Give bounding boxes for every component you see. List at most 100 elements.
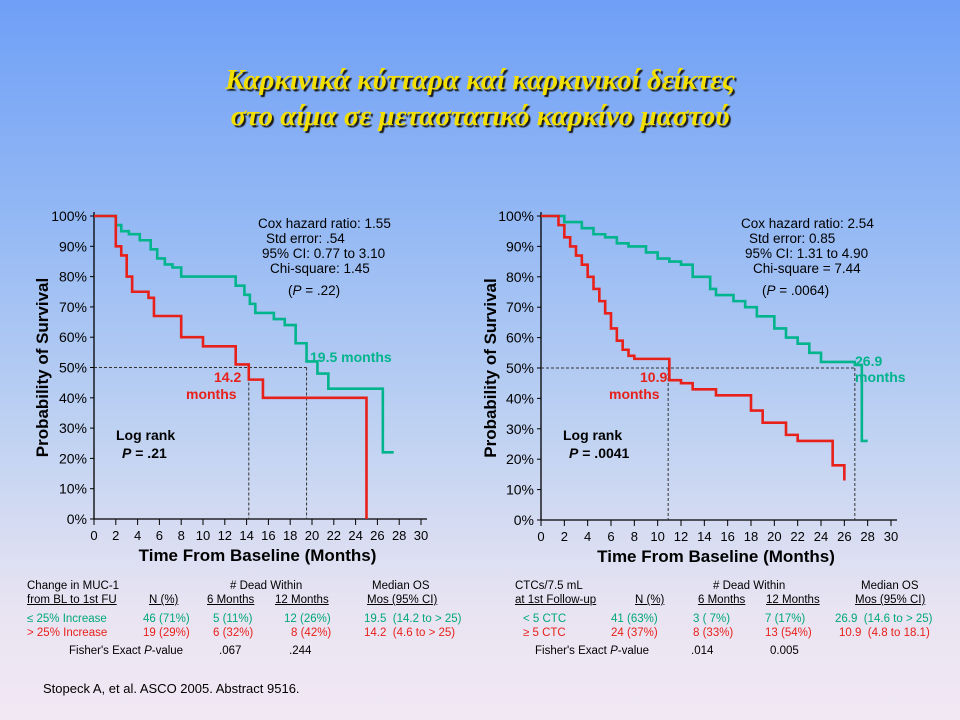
chart2-y-tick-label: 30%: [506, 421, 534, 437]
chart1-x-tick-label: 2: [112, 528, 119, 543]
table-left-row-2-12mo: 8 (42%): [291, 627, 332, 639]
chart1-logrank-p: P = .21: [122, 445, 167, 461]
chart2-red-median-annotation: months: [609, 386, 660, 402]
chart2-x-tick-label: 16: [720, 529, 734, 544]
table-left-row-2-os: 14.2 (4.6 to > 25): [364, 627, 456, 639]
chart2-y-tick-label: 0%: [514, 512, 534, 528]
chart2-stat-line: Std error: 0.85: [749, 231, 835, 246]
chart1-y-tick-label: 100%: [51, 208, 87, 224]
title-line-2: στο αίμα σε μεταστατικό καρκίνο μαστού: [230, 100, 730, 132]
chart2-x-tick-label: 10: [650, 529, 664, 544]
table-left-h5: 6 Months: [207, 594, 255, 606]
chart1-x-tick-label: 0: [90, 528, 97, 543]
chart2-y-tick-label: 20%: [506, 451, 534, 467]
chart1-red-median-annotation: 14.2: [214, 369, 241, 385]
chart1-x-tick-label: 4: [134, 528, 141, 543]
table-right-row-1-os: 26.9 (14.6 to > 25): [835, 613, 933, 625]
table-left-row-2-6mo: 6 (32%): [213, 627, 254, 639]
chart1-red-survival-curve: [94, 214, 368, 519]
table-right-h6: 12 Months: [766, 594, 820, 606]
chart2-x-tick-label: 4: [584, 529, 591, 544]
table-left-h7: Median OS: [372, 580, 430, 592]
chart1-y-tick-label: 20%: [59, 450, 87, 466]
chart2-stat-line: Cox hazard ratio: 2.54: [741, 216, 874, 231]
chart2-y-axis-label: Probability of Survival: [481, 278, 500, 458]
chart1-y-tick-label: 50%: [59, 360, 87, 376]
table-left-h6: 12 Months: [275, 594, 329, 606]
chart1-x-tick-label: 8: [178, 528, 185, 543]
chart2-green-median-annotation: 26.9: [855, 353, 882, 369]
chart1-x-tick-label: 24: [348, 528, 362, 543]
chart2-cox-p-value: (P = .0064): [762, 283, 829, 298]
chart1-stat-line: Chi-square: 1.45: [270, 261, 370, 276]
table-right-row-2-6mo: 8 (33%): [693, 627, 734, 639]
table-left-h2: from BL to 1st FU: [27, 594, 117, 606]
table-left-row-1-6mo: 5 (11%): [213, 613, 253, 625]
chart2-y-tick-label: 50%: [506, 360, 534, 376]
chart1-y-tick-label: 80%: [59, 269, 87, 285]
chart1-cox-p-value: (P = .22): [288, 283, 340, 298]
chart2-x-tick-label: 22: [790, 529, 804, 544]
chart2-stat-line: Chi-square = 7.44: [753, 261, 861, 276]
chart2-green-median-annotation: months: [855, 369, 906, 385]
table-right-row-2-12mo: 13 (54%): [765, 627, 812, 639]
table-right-h7: Median OS: [861, 580, 919, 592]
table-right-h8: Mos (95% CI): [855, 594, 926, 606]
table-right-row-2-n: 24 (37%): [611, 627, 658, 639]
table-left-h8: Mos (95% CI): [367, 594, 438, 606]
chart1-x-tick-label: 18: [283, 528, 297, 543]
chart2-x-axis-label: Time From Baseline (Months): [597, 547, 835, 566]
chart1-y-tick-label: 10%: [59, 481, 87, 497]
chart2-y-tick-label: 90%: [506, 238, 534, 254]
chart2-x-tick-label: 30: [884, 529, 898, 544]
table-left-fisher-6mo: .067: [219, 645, 242, 657]
title-line-1: Καρκινικά κύτταρα καί καρκινικοί δείκτες: [225, 64, 735, 96]
table-right-fisher-12mo: 0.005: [770, 645, 799, 657]
chart1-y-tick-label: 70%: [59, 299, 87, 315]
chart1-y-tick-label: 60%: [59, 329, 87, 345]
chart2-y-tick-label: 10%: [506, 482, 534, 498]
chart2-red-survival-curve: [541, 214, 846, 481]
chart1-stat-line: Cox hazard ratio: 1.55: [258, 216, 391, 231]
chart2-red-median-annotation: 10.9: [640, 369, 667, 385]
table-left-row-2-n: 19 (29%): [143, 627, 190, 639]
chart2-x-tick-label: 28: [860, 529, 874, 544]
chart1-logrank-label: Log rank: [116, 427, 175, 443]
chart2-x-tick-label: 8: [631, 529, 638, 544]
table-left-row-1-12mo: 12 (26%): [284, 613, 331, 625]
table-right-h2: at 1st Follow-up: [515, 594, 597, 606]
chart1-y-tick-label: 40%: [59, 390, 87, 406]
chart1-x-tick-label: 30: [414, 528, 428, 543]
chart1-x-tick-label: 16: [261, 528, 275, 543]
table-left-h4: # Dead Within: [230, 580, 303, 592]
table-right-row-2-os: 10.9 (4.8 to 18.1): [839, 627, 930, 639]
table-left-fisher-12mo: .244: [289, 645, 312, 657]
chart1-x-tick-label: 6: [156, 528, 163, 543]
chart2-x-tick-label: 6: [607, 529, 614, 544]
chart2-x-tick-label: 24: [814, 529, 828, 544]
table-left-row-1-os: 19.5 (14.2 to > 25): [364, 613, 462, 625]
table-right-row-1-12mo: 7 (17%): [765, 613, 806, 625]
table-left: Change in MUC-1 from BL to 1st FU N (%) …: [27, 580, 467, 660]
chart2-x-tick-label: 14: [697, 529, 711, 544]
chart1-x-tick-label: 28: [392, 528, 406, 543]
table-right-row-1-6mo: 3 ( 7%): [693, 613, 731, 625]
chart2-logrank-p: P = .0041: [569, 445, 630, 461]
chart1-stat-line: 95% CI: 0.77 to 3.10: [262, 246, 385, 261]
table-left-h1: Change in MUC-1: [27, 580, 120, 592]
chart2-y-tick-label: 80%: [506, 269, 534, 285]
chart2-y-tick-label: 70%: [506, 299, 534, 315]
table-right-row-1-n: 41 (63%): [611, 613, 658, 625]
chart1-x-tick-label: 12: [218, 528, 232, 543]
chart1-green-median-annotation: 19.5 months: [310, 349, 392, 365]
slide-title: Καρκινικά κύτταρα καί καρκινικοί δείκτες…: [0, 62, 960, 134]
chart1-stat-line: Std error: .54: [266, 231, 345, 246]
chart1-red-median-annotation: months: [186, 386, 237, 402]
table-right-h3: N (%): [635, 594, 665, 606]
chart1-x-tick-label: 20: [305, 528, 319, 543]
table-left-row-2-group: > 25% Increase: [27, 627, 108, 639]
chart2-logrank-label: Log rank: [563, 427, 622, 443]
chart2-x-tick-label: 20: [767, 529, 781, 544]
chart2-y-tick-label: 60%: [506, 330, 534, 346]
